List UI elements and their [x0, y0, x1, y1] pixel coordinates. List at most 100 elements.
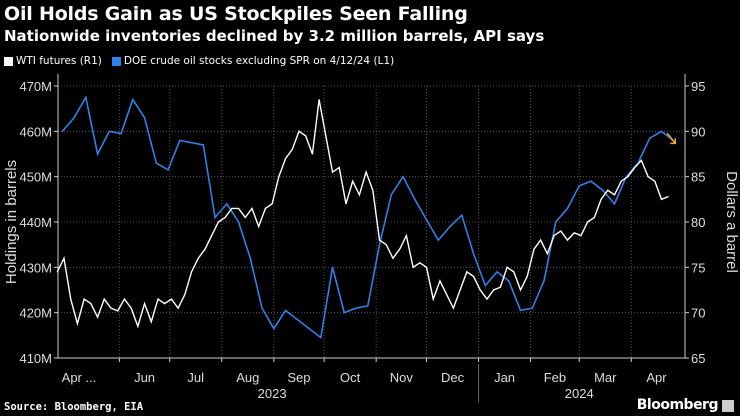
data-point-doe — [155, 162, 157, 164]
chart-subtitle: Nationwide inventories declined by 3.2 m… — [4, 27, 545, 45]
data-point-doe — [519, 309, 522, 311]
data-point-doe — [660, 130, 663, 132]
x-tick-label: Sep — [287, 370, 310, 385]
right-tick-label: 80 — [691, 215, 705, 230]
data-point-wti — [513, 271, 515, 273]
data-point-wti — [123, 298, 125, 300]
data-point-wti — [157, 298, 159, 300]
data-point-wti — [298, 130, 300, 132]
data-point-doe — [202, 144, 204, 146]
data-point-wti — [291, 148, 293, 150]
legend-label-doe: DOE crude oil stocks excluding SPR on 4/… — [123, 55, 395, 67]
data-point-wti — [224, 216, 226, 218]
data-point-doe — [414, 198, 416, 200]
data-point-doe — [425, 219, 428, 221]
x-tick-label: Apr ... — [62, 370, 97, 385]
data-point-wti — [332, 171, 334, 173]
data-point-wti — [627, 176, 629, 178]
data-point-doe — [355, 307, 357, 309]
source-note: Source: Bloomberg, EIA — [4, 401, 144, 413]
data-point-wti — [137, 325, 139, 327]
data-point-doe — [578, 185, 580, 187]
data-point-wti — [211, 235, 213, 237]
series-line-wti-futures — [56, 99, 669, 329]
left-tick-label: 440M — [19, 215, 52, 230]
data-point-wti — [110, 307, 112, 309]
data-point-wti — [452, 307, 454, 309]
data-point-wti — [311, 153, 313, 155]
data-point-wti — [244, 216, 246, 218]
data-point-wti — [264, 207, 266, 209]
data-point-wti — [439, 280, 441, 282]
data-point-wti — [191, 271, 193, 273]
x-tick-label: Apr — [646, 370, 667, 385]
data-point-wti — [647, 176, 649, 178]
data-point-doe — [625, 176, 627, 178]
right-tick-label: 75 — [691, 260, 705, 275]
data-point-doe — [261, 307, 263, 309]
data-point-wti — [667, 196, 669, 198]
arrow-icon — [666, 132, 676, 144]
data-point-wti — [130, 307, 132, 309]
data-point-doe — [590, 180, 592, 182]
data-point-wti — [358, 194, 360, 196]
data-point-wti — [607, 189, 609, 191]
data-point-wti — [526, 275, 528, 277]
data-point-doe — [496, 271, 498, 273]
data-point-doe — [378, 244, 381, 246]
data-point-doe — [613, 203, 616, 205]
x-tick-label: Feb — [544, 370, 566, 385]
right-tick-label: 70 — [691, 306, 705, 321]
data-point-doe — [331, 266, 334, 268]
data-point-wti — [567, 239, 569, 241]
year-label: 2024 — [565, 386, 594, 401]
data-point-wti — [459, 289, 461, 291]
data-point-doe — [132, 99, 134, 101]
x-tick-label: Mar — [594, 370, 617, 385]
legend-item-doe: DOE crude oil stocks excluding SPR on 4/… — [111, 55, 395, 67]
right-tick-label: 90 — [691, 124, 705, 139]
data-point-wti — [170, 298, 172, 300]
left-tick-label: 450M — [19, 170, 52, 185]
data-point-wti — [379, 239, 381, 241]
x-tick-label: Dec — [441, 370, 465, 385]
data-point-doe — [461, 214, 463, 216]
data-point-wti — [546, 253, 548, 255]
data-point-wti — [70, 298, 72, 300]
data-point-wti — [150, 321, 152, 323]
data-point-doe — [543, 280, 545, 282]
bloomberg-logo: Bloomberg — [636, 397, 719, 413]
data-point-wti — [479, 289, 481, 291]
x-tick-label: Nov — [390, 370, 414, 385]
data-point-doe — [649, 137, 651, 139]
data-point-doe — [508, 280, 510, 282]
data-point-doe — [343, 312, 345, 314]
data-point-wti — [56, 271, 58, 273]
data-point-doe — [296, 318, 298, 321]
data-point-wti — [419, 262, 421, 264]
data-point-wti — [204, 248, 206, 250]
data-point-wti — [405, 235, 407, 237]
data-point-doe — [472, 253, 475, 255]
legend-item-wti: WTI futures (R1) — [4, 55, 102, 67]
arrow-head-icon — [670, 138, 677, 145]
data-point-doe — [637, 162, 639, 164]
series-lines — [56, 95, 677, 340]
data-point-doe — [214, 216, 216, 219]
data-point-wti — [251, 207, 253, 209]
data-point-wti — [345, 203, 347, 205]
right-tick-label: 65 — [691, 351, 705, 366]
data-point-wti — [499, 286, 501, 288]
data-point-doe — [273, 327, 275, 330]
legend-swatch-wti — [4, 56, 13, 66]
data-point-wti — [238, 207, 240, 209]
data-point-wti — [593, 216, 595, 218]
x-tick-label: Jan — [494, 370, 515, 385]
data-point-wti — [90, 303, 92, 305]
data-point-wti — [466, 271, 468, 273]
data-point-wti — [473, 275, 475, 277]
data-point-wti — [412, 266, 414, 268]
x-tick-label: Jul — [187, 370, 204, 385]
data-point-wti — [177, 307, 179, 309]
